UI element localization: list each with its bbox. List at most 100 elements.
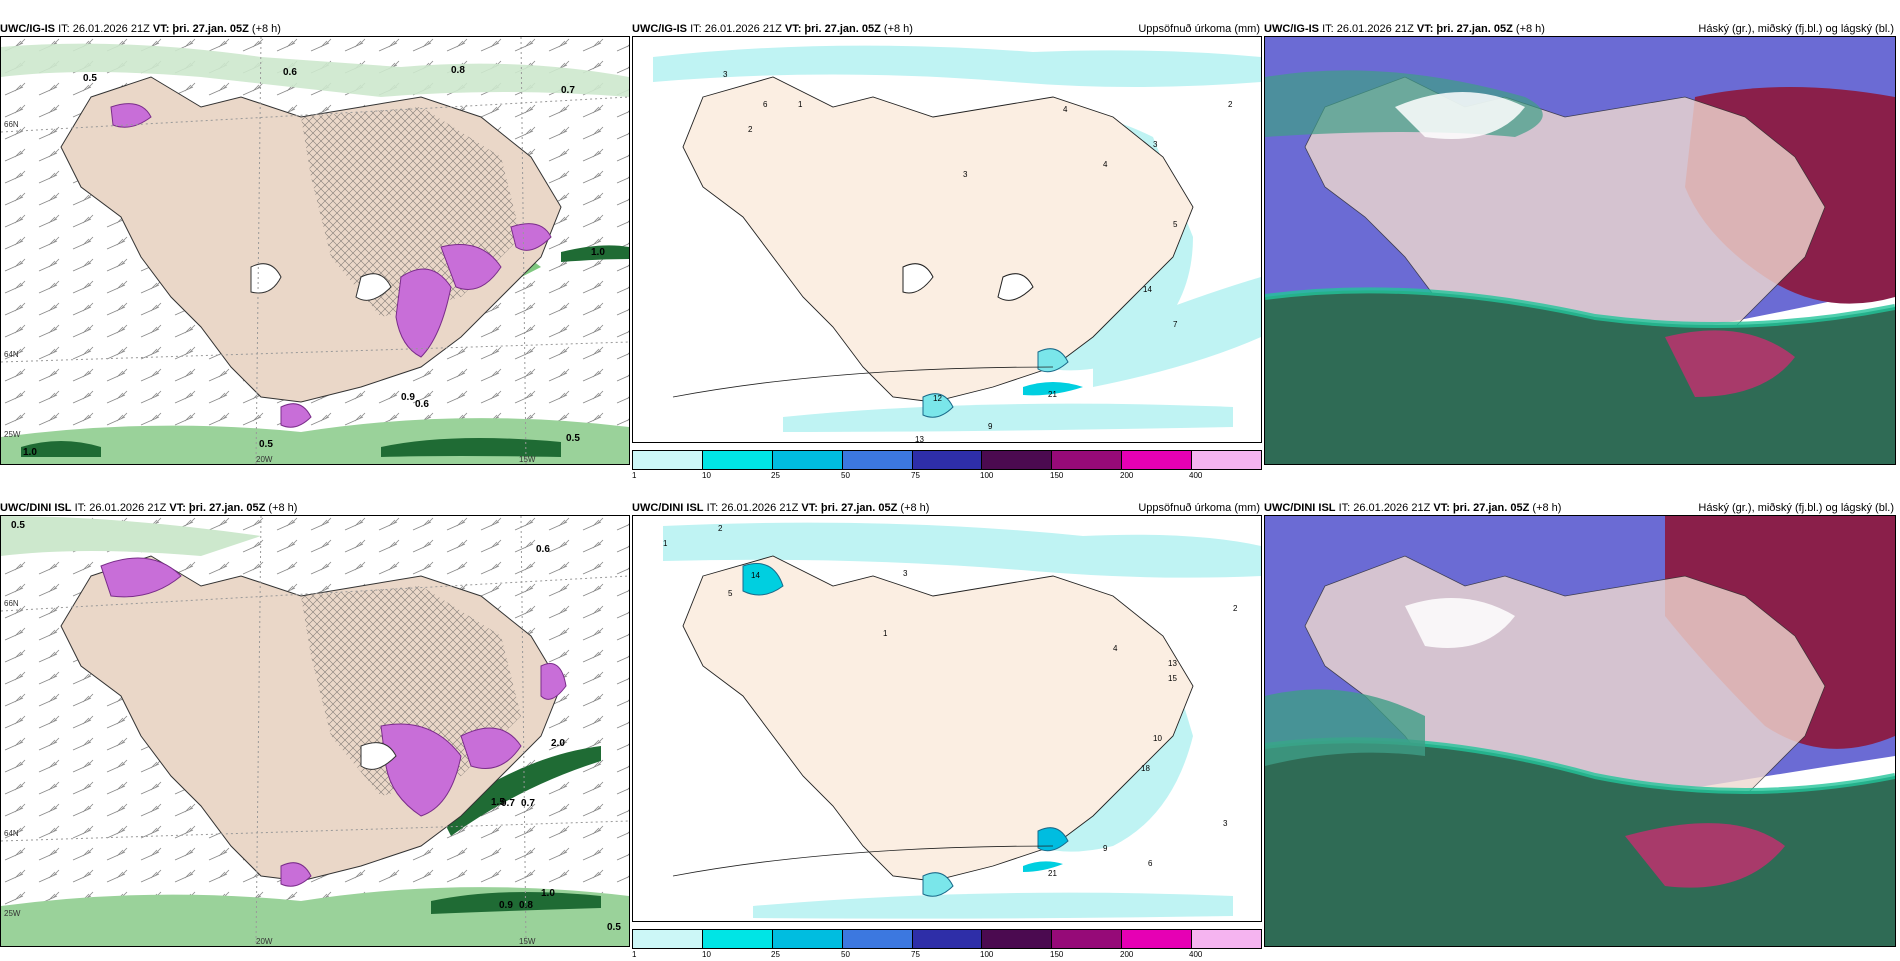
panel-header: UWC/IG-IS IT: 26.01.2026 21Z VT: þri. 27… [0, 18, 630, 40]
precip-value: 1 [663, 539, 668, 548]
colorbar-cell [1122, 930, 1193, 948]
panel-top-middle: UWC/IG-IS IT: 26.01.2026 21Z VT: þri. 27… [632, 18, 1262, 480]
wind-value: 1.0 [541, 888, 555, 899]
colorbar-label: 25 [771, 950, 780, 959]
colorbar-label: 200 [1120, 950, 1134, 959]
precip-map: 3 2 6 1 3 4 4 3 13 7 14 21 9 12 5 2 [632, 36, 1262, 443]
colorbar-label: 50 [841, 471, 850, 480]
precip-value: 10 [1153, 734, 1162, 743]
valid-time: VT: þri. 27.jan. 05Z [169, 502, 266, 514]
lead-time: (+8 h) [1532, 502, 1562, 514]
lon-label: 15W [519, 937, 536, 946]
lon-label: 20W [256, 937, 273, 946]
precip-value: 4 [1113, 644, 1118, 653]
colorbar-label: 50 [841, 950, 850, 959]
model-name: UWC/DINI ISL [632, 502, 704, 514]
colorbar-cell [842, 930, 913, 948]
variable-title: Uppsöfnuð úrkoma (mm) [1138, 23, 1260, 35]
colorbar-cell [702, 930, 773, 948]
cloud-map [1264, 36, 1896, 465]
cloud-map [1264, 515, 1896, 947]
colorbar-label: 10 [702, 950, 711, 959]
wind-value: 0.5 [259, 439, 273, 450]
colorbar: 1 10 25 50 75 100 150 200 400 [632, 450, 1262, 480]
precip-value: 2 [1233, 604, 1238, 613]
wind-map: 0.5 0.6 0.7 0.8 1.0 0.9 0.5 0.5 0.6 1.0 … [0, 36, 630, 465]
wind-value: 0.8 [519, 900, 533, 911]
wind-value: 0.7 [521, 798, 535, 809]
variable-title: Uppsöfnuð úrkoma (mm) [1138, 502, 1260, 514]
valid-time: VT: þri. 27.jan. 05Z [152, 23, 249, 35]
precip-value: 13 [915, 435, 924, 442]
panel-header: UWC/IG-IS IT: 26.01.2026 21Z VT: þri. 27… [632, 18, 1262, 40]
precip-value: 3 [903, 569, 908, 578]
valid-time: VT: þri. 27.jan. 05Z [1433, 502, 1530, 514]
colorbar-cell [912, 930, 983, 948]
precip-value: 1 [798, 100, 803, 109]
precip-value: 1 [883, 629, 888, 638]
colorbar-cell [842, 451, 913, 469]
panel-top-left: UWC/IG-IS IT: 26.01.2026 21Z VT: þri. 27… [0, 18, 630, 465]
precip-value: 18 [1141, 764, 1150, 773]
init-time: IT: 26.01.2026 21Z [58, 23, 150, 35]
colorbar-label: 10 [702, 471, 711, 480]
valid-time: VT: þri. 27.jan. 05Z [1416, 23, 1513, 35]
colorbar-cell [633, 930, 703, 948]
colorbar-cell [772, 930, 843, 948]
colorbar-cell [772, 451, 843, 469]
colorbar-label: 150 [1050, 950, 1064, 959]
precip-value: 14 [1143, 285, 1152, 294]
precip-value: 15 [1168, 674, 1177, 683]
wind-value: 2.0 [551, 738, 565, 749]
colorbar-cell [1052, 451, 1123, 469]
colorbar-labels: 1 10 25 50 75 100 150 200 400 [632, 949, 1262, 961]
precip-value: 2 [1228, 100, 1233, 109]
init-time: IT: 26.01.2026 21Z [1338, 502, 1431, 514]
lead-time: (+8 h) [268, 502, 298, 514]
colorbar-label: 200 [1120, 471, 1134, 480]
init-time: IT: 26.01.2026 21Z [1322, 23, 1414, 35]
precip-value: 4 [1063, 105, 1068, 114]
precip-value: 2 [748, 125, 753, 134]
valid-time: VT: þri. 27.jan. 05Z [801, 502, 898, 514]
wind-value: 0.6 [536, 544, 550, 555]
lat-label: 66N [4, 599, 19, 608]
init-time: IT: 26.01.2026 21Z [706, 502, 799, 514]
wind-value: 1.0 [23, 447, 37, 458]
model-name: UWC/DINI ISL [0, 502, 72, 514]
colorbar-cell [702, 451, 773, 469]
colorbar-cell [1192, 930, 1262, 948]
wind-value: 0.6 [283, 67, 297, 78]
colorbar-cell [982, 930, 1053, 948]
lead-time: (+8 h) [1515, 23, 1545, 35]
valid-time: VT: þri. 27.jan. 05Z [784, 23, 881, 35]
wind-value: 0.5 [83, 73, 97, 84]
lon-label: 25W [4, 430, 21, 439]
colorbar-cell [1192, 451, 1262, 469]
colorbar: 1 10 25 50 75 100 150 200 400 [632, 929, 1262, 959]
precip-value: 3 [723, 70, 728, 79]
variable-title: Háský (gr.), miðský (fj.bl.) og lágský (… [1698, 23, 1894, 35]
colorbar-cell [1052, 930, 1123, 948]
colorbar-cell [1122, 451, 1193, 469]
colorbar-cells [632, 450, 1262, 470]
precip-value: 12 [933, 394, 942, 403]
model-name: UWC/IG-IS [632, 23, 687, 35]
precip-map: 1 2 14 3 5 1 4 2 13 15 18 21 9 6 10 3 [632, 515, 1262, 922]
model-name: UWC/IG-IS [0, 23, 55, 35]
lon-label: 20W [256, 455, 273, 464]
precip-value: 5 [728, 589, 733, 598]
lat-label: 64N [4, 829, 19, 838]
panel-header: UWC/DINI ISL IT: 26.01.2026 21Z VT: þri.… [632, 497, 1262, 519]
precip-value: 4 [1103, 160, 1108, 169]
colorbar-label: 100 [980, 950, 994, 959]
lead-time: (+8 h) [251, 23, 281, 35]
lon-label: 15W [519, 455, 536, 464]
precip-value: 3 [1223, 819, 1228, 828]
lon-label: 25W [4, 909, 21, 918]
colorbar-label: 1 [632, 950, 637, 959]
precip-value: 3 [963, 170, 968, 179]
colorbar-cell [982, 451, 1053, 469]
colorbar-label: 400 [1189, 950, 1203, 959]
colorbar-cells [632, 929, 1262, 949]
